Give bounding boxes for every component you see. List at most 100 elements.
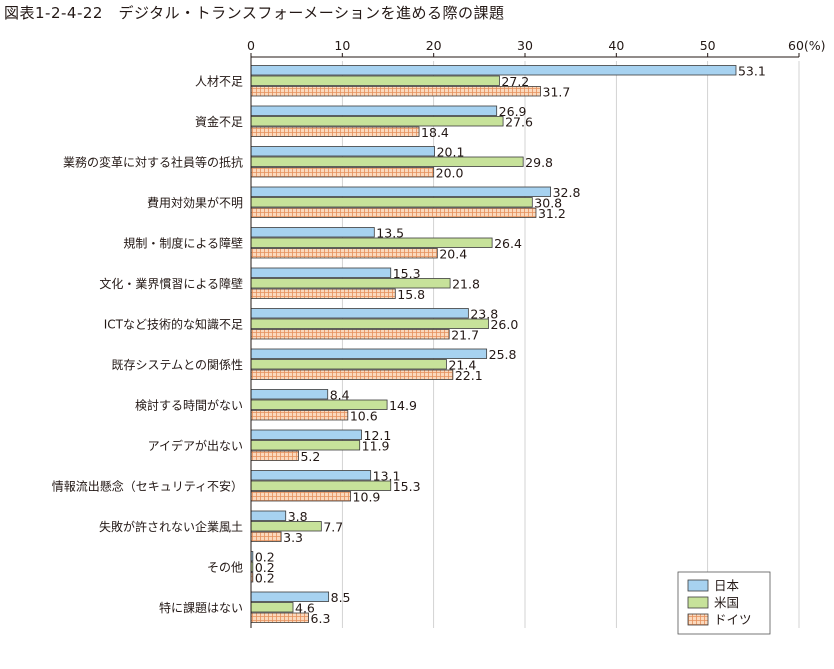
data-label-japan: 32.8 — [553, 185, 581, 200]
x-tick-label: 20 — [426, 38, 442, 53]
data-label-usa: 4.6 — [295, 601, 315, 616]
category-label: その他 — [207, 560, 243, 574]
bar-germany — [250, 369, 454, 380]
bar-japan — [250, 308, 469, 319]
legend-swatch-japan — [687, 579, 709, 592]
bar-japan — [250, 267, 392, 278]
bar-japan — [250, 429, 362, 440]
data-label-germany: 15.8 — [397, 287, 425, 302]
bar-usa — [250, 359, 447, 370]
data-label-usa: 27.2 — [501, 74, 529, 89]
bar-usa — [250, 156, 524, 167]
legend-label-germany: ドイツ — [714, 612, 752, 627]
legend-label-usa: 米国 — [714, 595, 739, 610]
data-label-japan: 26.9 — [499, 104, 527, 119]
data-label-germany: 20.0 — [436, 166, 464, 181]
bar-germany — [250, 288, 396, 299]
data-label-japan: 8.5 — [331, 590, 351, 605]
category-label: 既存システムとの関係性 — [111, 358, 243, 372]
bar-germany — [250, 450, 299, 461]
bars: 53.1 27.2 31.7 26.927.6 18.4 20.1 29.8 20.0 32.8… — [250, 64, 766, 626]
bar-germany — [250, 207, 537, 218]
x-tick-label: 40 — [608, 38, 624, 53]
bar-japan — [250, 65, 737, 76]
data-label-germany: 0.2 — [255, 571, 275, 586]
data-label-japan: 20.1 — [437, 145, 465, 160]
data-label-japan: 13.5 — [376, 226, 404, 241]
data-label-japan: 25.8 — [489, 347, 517, 362]
bar-usa — [250, 116, 504, 127]
data-label-germany: 22.1 — [455, 368, 483, 383]
bar-japan — [250, 105, 498, 116]
bar-germany — [250, 126, 420, 137]
bar-germany — [250, 167, 435, 178]
gridlines — [341, 61, 800, 628]
category-label: 費用対効果が不明 — [147, 195, 243, 210]
bar-usa — [250, 197, 533, 208]
bar-japan — [250, 186, 551, 197]
bar-japan — [250, 591, 330, 602]
category-label: ICTなど技術的な知識不足 — [104, 316, 243, 331]
category-label: 人材不足 — [195, 74, 243, 88]
data-label-germany: 18.4 — [421, 125, 449, 140]
bar-germany — [250, 531, 282, 542]
category-label: 検討する時間がない — [135, 397, 243, 412]
data-label-germany: 21.7 — [451, 328, 479, 343]
bar-japan — [250, 227, 375, 238]
data-label-germany: 20.4 — [439, 247, 467, 262]
category-label: 情報流出懸念（セキュリティ不安） — [52, 478, 243, 493]
bar-usa — [250, 602, 294, 613]
bar-germany — [250, 612, 309, 623]
bar-japan — [250, 146, 435, 157]
data-label-germany: 10.9 — [353, 490, 381, 505]
chart-title: 図表1-2-4-22 デジタル・トランスフォーメーションを進める際の課題 — [4, 4, 505, 22]
x-axis-ticks: 0 10 20 30 40 50 60(%) — [247, 38, 826, 53]
bar-germany — [250, 248, 438, 259]
data-label-usa: 14.9 — [389, 398, 417, 413]
bar-germany — [250, 86, 541, 97]
bar-usa — [250, 75, 500, 86]
bar-japan — [250, 510, 287, 521]
data-label-usa: 21.8 — [452, 277, 480, 292]
data-label-usa: 26.0 — [490, 317, 518, 332]
category-label: 特に課題はない — [159, 600, 243, 615]
x-tick-label: 10 — [334, 38, 350, 53]
data-label-germany: 31.7 — [543, 85, 571, 100]
bar-germany — [250, 410, 349, 421]
data-label-japan: 3.8 — [288, 509, 308, 524]
legend-label-japan: 日本 — [714, 578, 740, 593]
data-label-germany: 10.6 — [350, 409, 378, 424]
category-label: 文化・業界慣習による障壁 — [99, 276, 243, 291]
data-label-japan: 53.1 — [738, 64, 766, 79]
data-label-usa: 26.4 — [494, 236, 522, 251]
data-label-japan: 15.3 — [393, 266, 421, 281]
x-tick-label: 60(%) — [788, 38, 826, 53]
x-tick-label: 30 — [517, 38, 533, 53]
data-label-germany: 6.3 — [311, 611, 331, 626]
data-label-usa: 15.3 — [393, 479, 421, 494]
bar-japan — [250, 470, 372, 481]
data-label-usa: 0.2 — [255, 560, 275, 575]
data-label-germany: 31.2 — [538, 206, 566, 221]
data-label-japan: 12.1 — [364, 428, 392, 443]
bar-japan — [250, 389, 329, 400]
category-label: 資金不足 — [195, 114, 243, 129]
category-label: 業務の変革に対する社員等の抵抗 — [63, 154, 243, 169]
data-label-usa: 21.4 — [448, 358, 476, 373]
data-label-japan: 13.1 — [373, 469, 401, 484]
legend-swatch-germany — [687, 613, 709, 626]
category-labels: 人材不足資金不足業務の変革に対する社員等の抵抗費用対効果が不明規制・制度による障… — [52, 74, 243, 615]
data-label-germany: 5.2 — [300, 449, 320, 464]
data-label-usa: 7.7 — [323, 520, 343, 535]
bar-germany — [250, 329, 450, 340]
data-label-japan: 8.4 — [330, 388, 350, 403]
data-label-usa: 29.8 — [525, 155, 553, 170]
x-tick-label: 0 — [247, 38, 255, 53]
data-label-usa: 11.9 — [362, 439, 390, 454]
bar-germany — [250, 491, 351, 502]
data-label-germany: 3.3 — [283, 530, 303, 545]
axis-line — [250, 53, 800, 628]
legend-swatch-usa — [687, 596, 709, 609]
